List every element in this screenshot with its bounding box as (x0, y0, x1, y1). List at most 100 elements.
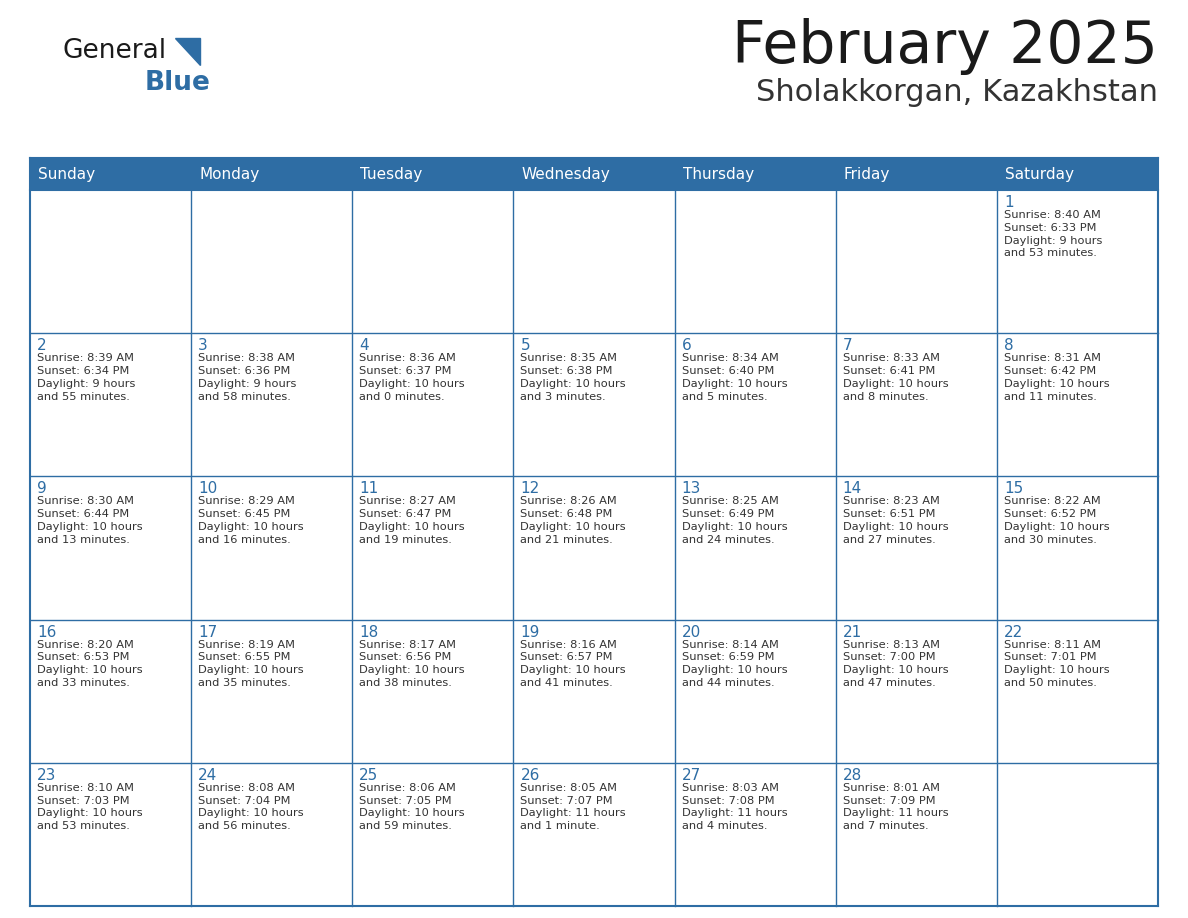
Text: Sunrise: 8:31 AM
Sunset: 6:42 PM
Daylight: 10 hours
and 11 minutes.: Sunrise: 8:31 AM Sunset: 6:42 PM Dayligh… (1004, 353, 1110, 401)
Text: 7: 7 (842, 338, 852, 353)
Bar (30, 190, 191, 333)
Text: Sunrise: 8:17 AM
Sunset: 6:56 PM
Daylight: 10 hours
and 38 minutes.: Sunrise: 8:17 AM Sunset: 6:56 PM Dayligh… (359, 640, 465, 688)
Text: Sunrise: 8:33 AM
Sunset: 6:41 PM
Daylight: 10 hours
and 8 minutes.: Sunrise: 8:33 AM Sunset: 6:41 PM Dayligh… (842, 353, 948, 401)
Bar (835, 333, 997, 476)
Text: Sunrise: 8:26 AM
Sunset: 6:48 PM
Daylight: 10 hours
and 21 minutes.: Sunrise: 8:26 AM Sunset: 6:48 PM Dayligh… (520, 497, 626, 544)
Text: Sunrise: 8:14 AM
Sunset: 6:59 PM
Daylight: 10 hours
and 44 minutes.: Sunrise: 8:14 AM Sunset: 6:59 PM Dayligh… (682, 640, 788, 688)
Text: Sunrise: 8:23 AM
Sunset: 6:51 PM
Daylight: 10 hours
and 27 minutes.: Sunrise: 8:23 AM Sunset: 6:51 PM Dayligh… (842, 497, 948, 544)
Bar (513, 190, 675, 333)
Text: Sunrise: 8:05 AM
Sunset: 7:07 PM
Daylight: 11 hours
and 1 minute.: Sunrise: 8:05 AM Sunset: 7:07 PM Dayligh… (520, 783, 626, 831)
Text: 10: 10 (198, 481, 217, 497)
Text: Saturday: Saturday (1005, 166, 1074, 182)
Bar (513, 333, 675, 476)
Bar (835, 476, 997, 620)
Text: 26: 26 (520, 767, 539, 783)
Bar (30, 158, 191, 190)
Bar (191, 333, 353, 476)
Text: 5: 5 (520, 338, 530, 353)
Text: 13: 13 (682, 481, 701, 497)
Text: Sunrise: 8:29 AM
Sunset: 6:45 PM
Daylight: 10 hours
and 16 minutes.: Sunrise: 8:29 AM Sunset: 6:45 PM Dayligh… (198, 497, 304, 544)
Bar (675, 158, 835, 190)
Text: 8: 8 (1004, 338, 1013, 353)
Text: Sunrise: 8:39 AM
Sunset: 6:34 PM
Daylight: 9 hours
and 55 minutes.: Sunrise: 8:39 AM Sunset: 6:34 PM Dayligh… (37, 353, 135, 401)
Bar (997, 620, 1158, 763)
Text: Blue: Blue (145, 70, 211, 96)
Bar (353, 190, 513, 333)
Text: 28: 28 (842, 767, 862, 783)
Bar (191, 763, 353, 906)
Text: Sunday: Sunday (38, 166, 95, 182)
Text: 12: 12 (520, 481, 539, 497)
Polygon shape (175, 38, 200, 65)
Text: 18: 18 (359, 624, 379, 640)
Text: Sunrise: 8:30 AM
Sunset: 6:44 PM
Daylight: 10 hours
and 13 minutes.: Sunrise: 8:30 AM Sunset: 6:44 PM Dayligh… (37, 497, 143, 544)
Text: Sunrise: 8:36 AM
Sunset: 6:37 PM
Daylight: 10 hours
and 0 minutes.: Sunrise: 8:36 AM Sunset: 6:37 PM Dayligh… (359, 353, 465, 401)
Text: Sunrise: 8:16 AM
Sunset: 6:57 PM
Daylight: 10 hours
and 41 minutes.: Sunrise: 8:16 AM Sunset: 6:57 PM Dayligh… (520, 640, 626, 688)
Text: Sunrise: 8:35 AM
Sunset: 6:38 PM
Daylight: 10 hours
and 3 minutes.: Sunrise: 8:35 AM Sunset: 6:38 PM Dayligh… (520, 353, 626, 401)
Bar (353, 333, 513, 476)
Text: Sunrise: 8:13 AM
Sunset: 7:00 PM
Daylight: 10 hours
and 47 minutes.: Sunrise: 8:13 AM Sunset: 7:00 PM Dayligh… (842, 640, 948, 688)
Bar (835, 620, 997, 763)
Text: 20: 20 (682, 624, 701, 640)
Bar (997, 476, 1158, 620)
Text: 4: 4 (359, 338, 369, 353)
Bar (353, 476, 513, 620)
Text: Sunrise: 8:34 AM
Sunset: 6:40 PM
Daylight: 10 hours
and 5 minutes.: Sunrise: 8:34 AM Sunset: 6:40 PM Dayligh… (682, 353, 788, 401)
Text: Sunrise: 8:38 AM
Sunset: 6:36 PM
Daylight: 9 hours
and 58 minutes.: Sunrise: 8:38 AM Sunset: 6:36 PM Dayligh… (198, 353, 297, 401)
Text: Sunrise: 8:08 AM
Sunset: 7:04 PM
Daylight: 10 hours
and 56 minutes.: Sunrise: 8:08 AM Sunset: 7:04 PM Dayligh… (198, 783, 304, 831)
Bar (353, 620, 513, 763)
Bar (835, 158, 997, 190)
Bar (191, 620, 353, 763)
Text: Sunrise: 8:06 AM
Sunset: 7:05 PM
Daylight: 10 hours
and 59 minutes.: Sunrise: 8:06 AM Sunset: 7:05 PM Dayligh… (359, 783, 465, 831)
Text: 24: 24 (198, 767, 217, 783)
Text: 25: 25 (359, 767, 379, 783)
Text: Sunrise: 8:27 AM
Sunset: 6:47 PM
Daylight: 10 hours
and 19 minutes.: Sunrise: 8:27 AM Sunset: 6:47 PM Dayligh… (359, 497, 465, 544)
Text: Sunrise: 8:20 AM
Sunset: 6:53 PM
Daylight: 10 hours
and 33 minutes.: Sunrise: 8:20 AM Sunset: 6:53 PM Dayligh… (37, 640, 143, 688)
Bar (675, 476, 835, 620)
Bar (675, 333, 835, 476)
Text: Sunrise: 8:22 AM
Sunset: 6:52 PM
Daylight: 10 hours
and 30 minutes.: Sunrise: 8:22 AM Sunset: 6:52 PM Dayligh… (1004, 497, 1110, 544)
Bar (353, 158, 513, 190)
Text: 19: 19 (520, 624, 539, 640)
Bar (513, 620, 675, 763)
Bar (835, 763, 997, 906)
Text: 1: 1 (1004, 195, 1013, 210)
Text: 14: 14 (842, 481, 862, 497)
Bar (675, 763, 835, 906)
Bar (513, 476, 675, 620)
Text: 15: 15 (1004, 481, 1023, 497)
Text: February 2025: February 2025 (732, 18, 1158, 75)
Text: Sunrise: 8:40 AM
Sunset: 6:33 PM
Daylight: 9 hours
and 53 minutes.: Sunrise: 8:40 AM Sunset: 6:33 PM Dayligh… (1004, 210, 1102, 258)
Text: Friday: Friday (843, 166, 890, 182)
Text: 3: 3 (198, 338, 208, 353)
Text: Sunrise: 8:25 AM
Sunset: 6:49 PM
Daylight: 10 hours
and 24 minutes.: Sunrise: 8:25 AM Sunset: 6:49 PM Dayligh… (682, 497, 788, 544)
Bar (191, 190, 353, 333)
Text: Sunrise: 8:01 AM
Sunset: 7:09 PM
Daylight: 11 hours
and 7 minutes.: Sunrise: 8:01 AM Sunset: 7:09 PM Dayligh… (842, 783, 948, 831)
Text: 6: 6 (682, 338, 691, 353)
Text: General: General (62, 38, 166, 64)
Bar (675, 190, 835, 333)
Bar (997, 763, 1158, 906)
Text: Thursday: Thursday (683, 166, 753, 182)
Text: 9: 9 (37, 481, 46, 497)
Bar (30, 620, 191, 763)
Bar (30, 763, 191, 906)
Text: 23: 23 (37, 767, 56, 783)
Text: Sunrise: 8:11 AM
Sunset: 7:01 PM
Daylight: 10 hours
and 50 minutes.: Sunrise: 8:11 AM Sunset: 7:01 PM Dayligh… (1004, 640, 1110, 688)
Bar (997, 158, 1158, 190)
Text: 27: 27 (682, 767, 701, 783)
Bar (513, 763, 675, 906)
Bar (353, 763, 513, 906)
Text: 2: 2 (37, 338, 46, 353)
Text: 16: 16 (37, 624, 56, 640)
Bar (30, 333, 191, 476)
Text: Monday: Monday (200, 166, 259, 182)
Text: Sunrise: 8:10 AM
Sunset: 7:03 PM
Daylight: 10 hours
and 53 minutes.: Sunrise: 8:10 AM Sunset: 7:03 PM Dayligh… (37, 783, 143, 831)
Text: Sunrise: 8:19 AM
Sunset: 6:55 PM
Daylight: 10 hours
and 35 minutes.: Sunrise: 8:19 AM Sunset: 6:55 PM Dayligh… (198, 640, 304, 688)
Text: 21: 21 (842, 624, 862, 640)
Bar (997, 190, 1158, 333)
Bar (191, 476, 353, 620)
Text: Sholakkorgan, Kazakhstan: Sholakkorgan, Kazakhstan (756, 78, 1158, 107)
Bar (675, 620, 835, 763)
Text: Tuesday: Tuesday (360, 166, 423, 182)
